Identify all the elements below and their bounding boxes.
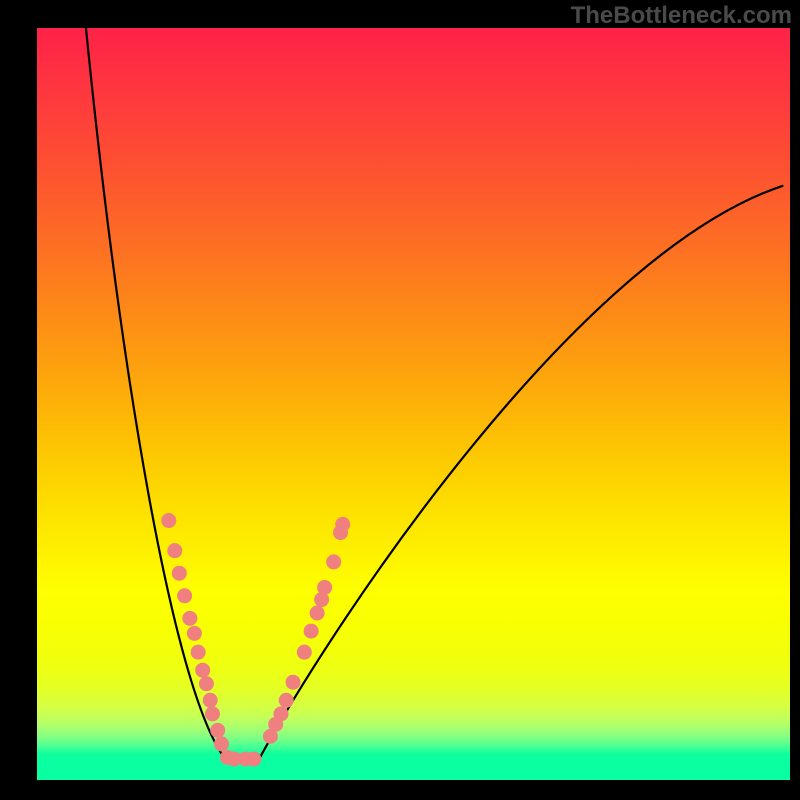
- marker-point: [279, 693, 293, 707]
- marker-point: [172, 566, 186, 580]
- marker-point: [168, 544, 182, 558]
- marker-point: [304, 624, 318, 638]
- marker-point: [162, 514, 176, 528]
- marker-point: [191, 645, 205, 659]
- marker-point: [318, 580, 332, 594]
- marker-point: [199, 677, 213, 691]
- marker-point: [205, 707, 219, 721]
- marker-point: [203, 693, 217, 707]
- marker-point: [211, 723, 225, 737]
- marker-point: [297, 645, 311, 659]
- watermark-text: TheBottleneck.com: [571, 2, 792, 30]
- marker-point: [196, 663, 210, 677]
- marker-point: [187, 626, 201, 640]
- marker-point: [214, 737, 228, 751]
- marker-point: [183, 611, 197, 625]
- marker-point: [336, 517, 350, 531]
- marker-point: [274, 707, 288, 721]
- bottleneck-chart: [0, 0, 800, 800]
- marker-point: [178, 589, 192, 603]
- plot-gradient: [37, 28, 790, 780]
- marker-point: [286, 675, 300, 689]
- marker-point: [310, 606, 324, 620]
- marker-point: [327, 555, 341, 569]
- marker-point: [247, 752, 261, 766]
